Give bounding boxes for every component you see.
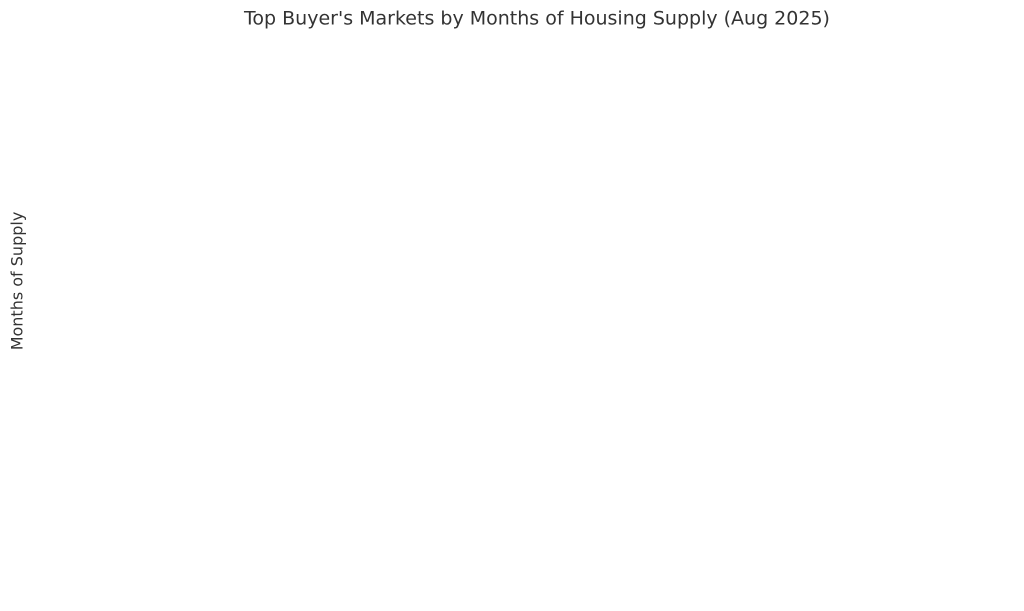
chart-title: Top Buyer's Markets by Months of Housing… <box>243 8 830 30</box>
y-axis-label: Months of Supply <box>8 212 27 351</box>
